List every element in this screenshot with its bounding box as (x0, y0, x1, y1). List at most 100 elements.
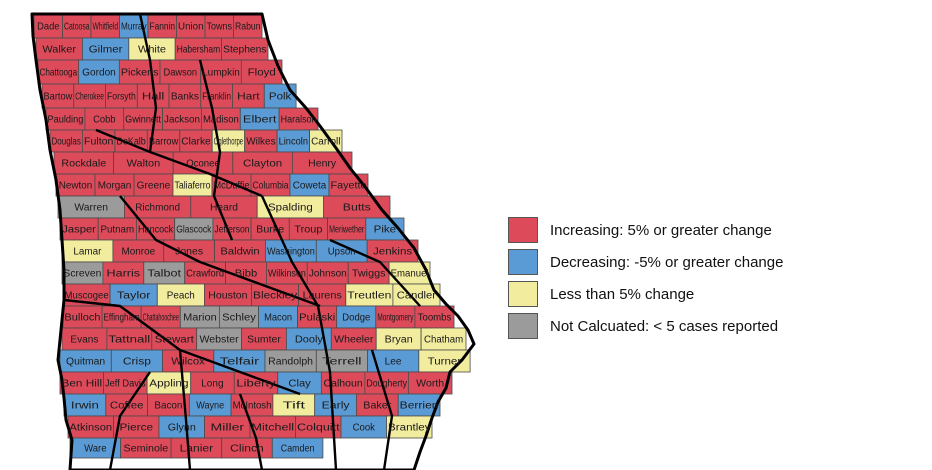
county-label-stephens: Stephens (223, 45, 266, 56)
county-label-hall: Hall (142, 92, 164, 103)
legend-swatch-less-than-5 (508, 281, 538, 307)
county-label-warren: Warren (74, 203, 108, 214)
county-label-long: Long (201, 379, 223, 390)
county-label-jackson: Jackson (164, 115, 200, 126)
county-label-johnson: Johnson (309, 269, 347, 280)
county-label-laurens: Laurens (303, 291, 342, 302)
county-label-dougherty: Dougherty (366, 379, 407, 390)
county-label-dade: Dade (37, 22, 60, 33)
county-label-stewart: Stewart (155, 335, 194, 346)
county-label-union: Union (178, 22, 204, 33)
county-label-crisp: Crisp (123, 357, 152, 368)
county-label-bryan: Bryan (385, 335, 413, 346)
county-label-barrow: Barrow (149, 137, 179, 148)
county-label-haralson: Haralson (281, 115, 317, 126)
county-label-rabun: Rabun (235, 22, 261, 33)
county-label-coweta: Coweta (293, 181, 327, 192)
county-label-jefferson: Jefferson (214, 225, 249, 236)
county-label-talbot: Talbot (147, 269, 181, 280)
legend-item-decreasing: Decreasing: -5% or greater change (508, 246, 783, 278)
county-label-lumpkin: Lumpkin (202, 68, 240, 79)
county-label-effingham: Effingham (104, 313, 140, 324)
district-border-8 (329, 238, 421, 307)
county-chattooga (37, 59, 80, 85)
county-label-bulloch: Bulloch (64, 313, 100, 324)
district-border-9 (108, 371, 151, 470)
county-label-chatham: Chatham (424, 335, 463, 346)
county-label-sumter: Sumter (247, 335, 281, 346)
legend-item-increasing: Increasing: 5% or greater change (508, 214, 783, 246)
county-label-white: White (138, 45, 166, 56)
county-label-screven: Screven (63, 269, 101, 280)
county-label-early: Early (322, 401, 350, 412)
county-label-miller: Miller (211, 423, 246, 434)
county-label-butts: Butts (343, 203, 371, 214)
county-label-telfair: Telfair (220, 357, 260, 368)
county-label-treutlen: Treutlen (347, 291, 391, 302)
county-label-whitfield: Whitfield (93, 22, 119, 33)
county-label-murray: Murray (121, 22, 147, 33)
county-label-walton: Walton (127, 159, 161, 170)
county-label-clayton: Clayton (243, 159, 282, 170)
county-label-spalding: Spalding (268, 203, 313, 214)
county-label-seminole: Seminole (124, 444, 169, 455)
county-label-jasper: Jasper (62, 225, 96, 236)
county-banks (168, 83, 202, 109)
county-label-tattnall: Tattnall (108, 335, 150, 346)
county-label-webster: Webster (200, 335, 240, 346)
county-label-catoosa: Catoosa (64, 22, 90, 33)
county-label-dawson: Dawson (164, 68, 198, 79)
county-hart (232, 83, 265, 109)
county-label-lincoln: Lincoln (279, 137, 308, 148)
district-border-1 (138, 13, 158, 153)
county-label-irwin: Irwin (71, 401, 99, 412)
county-label-randolph: Randolph (268, 357, 313, 368)
county-label-montgomery: Montgomery (377, 313, 413, 324)
county-label-floyd: Floyd (248, 68, 276, 79)
county-label-mitchell: Mitchell (252, 423, 295, 434)
county-label-clarke: Clarke (181, 137, 211, 148)
county-label-emanuel: Emanuel (391, 269, 429, 280)
county-label-monroe: Monroe (122, 247, 156, 258)
legend-item-not-calculated: Not Calcuated: < 5 cases reported (508, 310, 783, 342)
county-label-fannin: Fannin (150, 22, 176, 33)
county-label-appling: Appling (149, 379, 188, 390)
legend-label-not-calculated: Not Calcuated: < 5 cases reported (550, 317, 779, 335)
county-label-polk: Polk (269, 92, 293, 103)
county-label-brantley: Brantley (388, 423, 431, 434)
county-label-ware: Ware (84, 444, 107, 455)
county-label-wilcox: Wilcox (171, 357, 205, 368)
legend-label-less-than-5: Less than 5% change (550, 285, 695, 303)
county-label-bleckley: Bleckley (253, 291, 297, 302)
county-label-fulton: Fulton (84, 137, 113, 148)
county-label-toombs: Toombs (418, 313, 452, 324)
county-label-muscogee: Muscogee (65, 291, 110, 302)
county-label-cobb: Cobb (93, 115, 116, 126)
county-label-fayette: Fayette (331, 181, 367, 192)
county-label-gwinnett: Gwinnett (125, 115, 161, 126)
county-label-peach: Peach (167, 291, 195, 302)
county-label-harris: Harris (107, 269, 141, 280)
county-catoosa (62, 13, 92, 39)
district-border-11 (370, 349, 394, 470)
county-label-richmond: Richmond (135, 203, 180, 214)
county-label-carroll: Carroll (311, 137, 340, 148)
county-label-rockdale: Rockdale (61, 159, 106, 170)
county-label-ben-hill: Ben Hill (62, 379, 103, 390)
map-legend: Increasing: 5% or greater change Decreas… (508, 214, 783, 342)
county-label-glascock: Glascock (176, 225, 212, 236)
county-label-pulaski: Pulaski (299, 313, 335, 324)
county-label-pierce: Pierce (120, 423, 154, 434)
legend-swatch-decreasing (508, 249, 538, 275)
county-label-madison: Madison (203, 115, 239, 126)
district-border-3 (95, 128, 263, 198)
county-label-taylor: Taylor (117, 291, 151, 302)
county-label-baker: Baker (363, 401, 392, 412)
county-label-elbert: Elbert (243, 115, 277, 126)
county-label-jenkins: Jenkins (373, 247, 412, 258)
county-label-camden: Camden (281, 444, 315, 455)
county-label-lamar: Lamar (73, 247, 102, 258)
county-tiles (33, 13, 471, 459)
county-label-taliaferro: Taliaferro (175, 181, 211, 192)
